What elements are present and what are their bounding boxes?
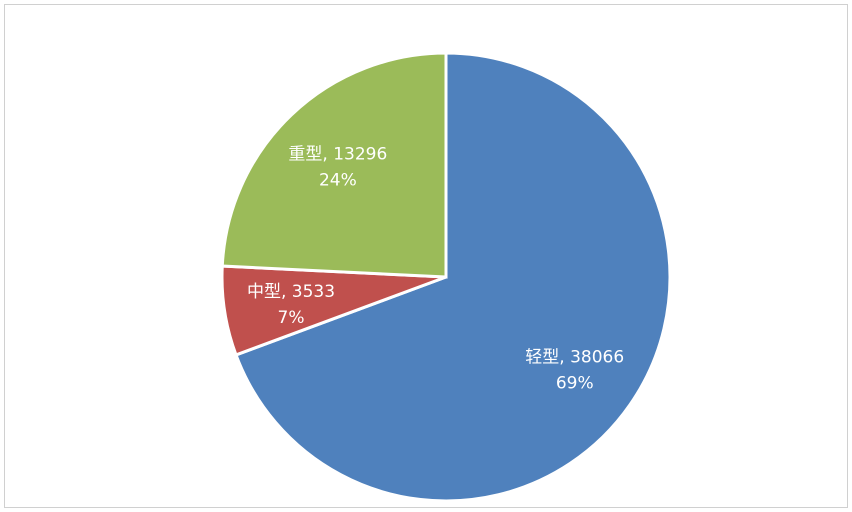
label-separator: , — [559, 348, 570, 368]
pie-slice — [220, 51, 448, 279]
value-label: 3533 — [292, 282, 335, 302]
category-label: 中型 — [247, 282, 281, 302]
slice-label: 中型, 3533 — [247, 282, 335, 302]
value-label: 38066 — [570, 348, 624, 368]
pie-slice — [234, 51, 672, 503]
label-separator: , — [322, 144, 333, 164]
category-label: 重型 — [288, 144, 322, 164]
percent-label: 24% — [319, 170, 357, 190]
value-label: 13296 — [333, 144, 387, 164]
label-separator: , — [281, 282, 292, 302]
slice-label: 重型, 13296 — [288, 144, 387, 164]
percent-label: 7% — [278, 308, 305, 328]
slice-label: 轻型, 38066 — [525, 348, 624, 368]
category-label: 轻型 — [525, 348, 559, 368]
percent-label: 69% — [556, 374, 594, 394]
